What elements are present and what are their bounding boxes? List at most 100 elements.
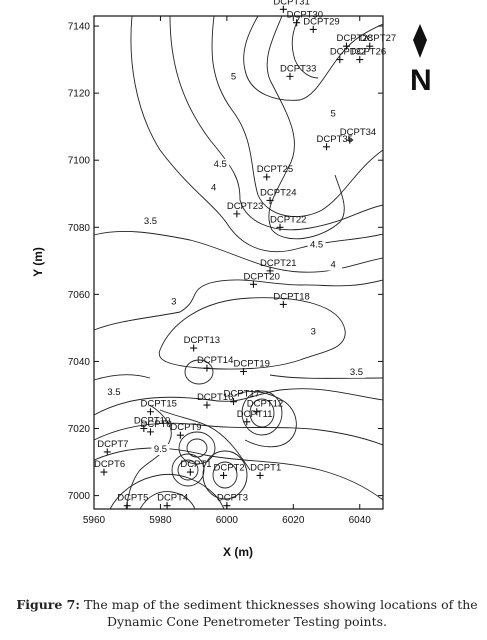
contour-line — [184, 359, 214, 385]
contour-label-bg — [324, 108, 343, 120]
dcpt-point-label: DCPT9 — [170, 422, 201, 433]
contour-label-bg — [151, 443, 170, 455]
dcpt-point-marker — [263, 173, 271, 181]
contour-line — [171, 453, 205, 487]
y-tick-label: 7040 — [68, 357, 91, 368]
contour-label: 4 — [331, 260, 336, 271]
contour-label-bg — [347, 366, 366, 378]
dcpt-point-marker — [346, 136, 354, 144]
dcpt-point-marker — [146, 428, 154, 436]
contour-label: 9.5 — [154, 444, 167, 455]
y-tick-label: 7000 — [68, 491, 91, 502]
figure-caption: Figure 7: The map of the sediment thickn… — [8, 596, 486, 630]
contour-label-bg — [324, 259, 343, 271]
figure-caption-text: The map of the sediment thicknesses show… — [83, 597, 478, 629]
dcpt-point-label: DCPT12 — [247, 399, 283, 410]
dcpt-point-marker — [279, 5, 287, 13]
dcpt-point-label: DCPT15 — [140, 399, 176, 410]
dcpt-point-marker — [186, 468, 194, 476]
contour-line — [249, 398, 275, 428]
dcpt-point-label: DCPT2 — [214, 462, 245, 473]
dcpt-point-marker — [356, 56, 364, 64]
contour-line — [93, 374, 151, 381]
dcpt-point-label: DCPT8 — [140, 419, 171, 430]
dcpt-point-marker — [253, 408, 261, 416]
dcpt-point-label: DCPT14 — [197, 355, 233, 366]
dcpt-point-label: DCPT19 — [233, 358, 269, 369]
contour-label-bg — [164, 296, 183, 308]
contour-label-bg — [104, 386, 123, 398]
contour-line — [139, 491, 196, 510]
contour-label: 3 — [311, 327, 316, 338]
dcpt-point-label: DCPT28 — [336, 33, 372, 44]
contour-label-bg — [304, 326, 323, 338]
contour-line — [169, 15, 384, 231]
contour-label: 5 — [331, 109, 336, 120]
dcpt-point-label: DCPT21 — [260, 258, 296, 269]
dcpt-point-label: DCPT24 — [260, 187, 296, 198]
north-arrow-label: N — [410, 64, 432, 97]
dcpt-point-marker — [230, 398, 238, 406]
contour-label-bg — [204, 182, 223, 194]
contour-line — [109, 473, 225, 510]
contour-line — [125, 404, 172, 510]
contour-label-bg — [307, 239, 326, 251]
dcpt-point-label: DCPT33 — [280, 63, 316, 74]
dcpt-point-marker — [256, 471, 264, 479]
contour-label-bg — [141, 215, 160, 227]
contour-label: 4.5 — [310, 239, 323, 250]
dcpt-point-marker — [146, 408, 154, 416]
dcpt-point-marker — [366, 42, 374, 50]
contour-line — [234, 391, 297, 448]
dcpt-point-marker — [103, 448, 111, 456]
contour-label: 3 — [171, 296, 176, 307]
dcpt-point-marker — [323, 143, 331, 151]
dcpt-point-label: DCPT22 — [270, 214, 306, 225]
dcpt-point-label: DCPT25 — [257, 164, 293, 175]
dcpt-point-marker — [309, 25, 317, 33]
dcpt-point-marker — [279, 300, 287, 308]
contour-label: 4 — [211, 182, 216, 193]
dcpt-point-marker — [266, 267, 274, 275]
plot-frame — [93, 15, 384, 510]
y-tick-label: 7020 — [68, 424, 91, 435]
dcpt-point-label: DCPT20 — [243, 271, 279, 282]
figure-caption-label: Figure 7: — [16, 597, 80, 612]
contour-label-bg — [211, 158, 230, 170]
x-tick-label: 5960 — [83, 515, 106, 526]
dcpt-point-marker — [286, 72, 294, 80]
contour-line — [93, 388, 384, 416]
dcpt-point-label: DCPT34 — [340, 127, 376, 138]
contour-label: 3.5 — [350, 367, 363, 378]
dcpt-point-label: DCPT6 — [94, 459, 125, 470]
x-tick-label: 6020 — [282, 515, 305, 526]
dcpt-point-label: DCPT3 — [217, 493, 248, 504]
contour-line — [266, 15, 345, 240]
contour-line — [241, 390, 283, 436]
contour-line — [178, 431, 216, 465]
dcpt-point-label: DCPT1 — [250, 462, 281, 473]
north-arrow-icon: N — [410, 24, 432, 97]
contour-line — [93, 447, 384, 501]
y-tick-label: 7120 — [68, 89, 91, 100]
dcpt-point-label: DCPT11 — [237, 409, 273, 420]
contour-line — [212, 461, 238, 489]
dcpt-point-label: DCPT23 — [227, 201, 263, 212]
dcpt-point-label: DCPT32 — [330, 47, 366, 58]
contour-map: 5 5 4.5 4 3.5 4.5 4 3 3 3.5 3.5 9.5 5960 5980 6000 602… — [31, 0, 432, 559]
dcpt-point-label: DCPT13 — [184, 335, 220, 346]
dcpt-point-marker — [243, 418, 251, 426]
dcpt-point-marker — [293, 19, 301, 27]
y-tick-label: 7100 — [68, 156, 91, 167]
contour-line — [291, 15, 319, 79]
y-tick-label: 7140 — [68, 22, 91, 33]
dcpt-point-label: DCPT5 — [117, 493, 148, 504]
dcpt-point-marker — [203, 401, 211, 409]
contour-line — [243, 15, 384, 101]
dcpt-point-marker — [100, 468, 108, 476]
contour-label: 3.5 — [107, 387, 120, 398]
dcpt-point-marker — [163, 502, 171, 510]
dcpt-point-marker — [123, 502, 131, 510]
dcpt-point-label: DCPT31 — [273, 0, 309, 7]
dcpt-point-marker — [233, 210, 241, 218]
